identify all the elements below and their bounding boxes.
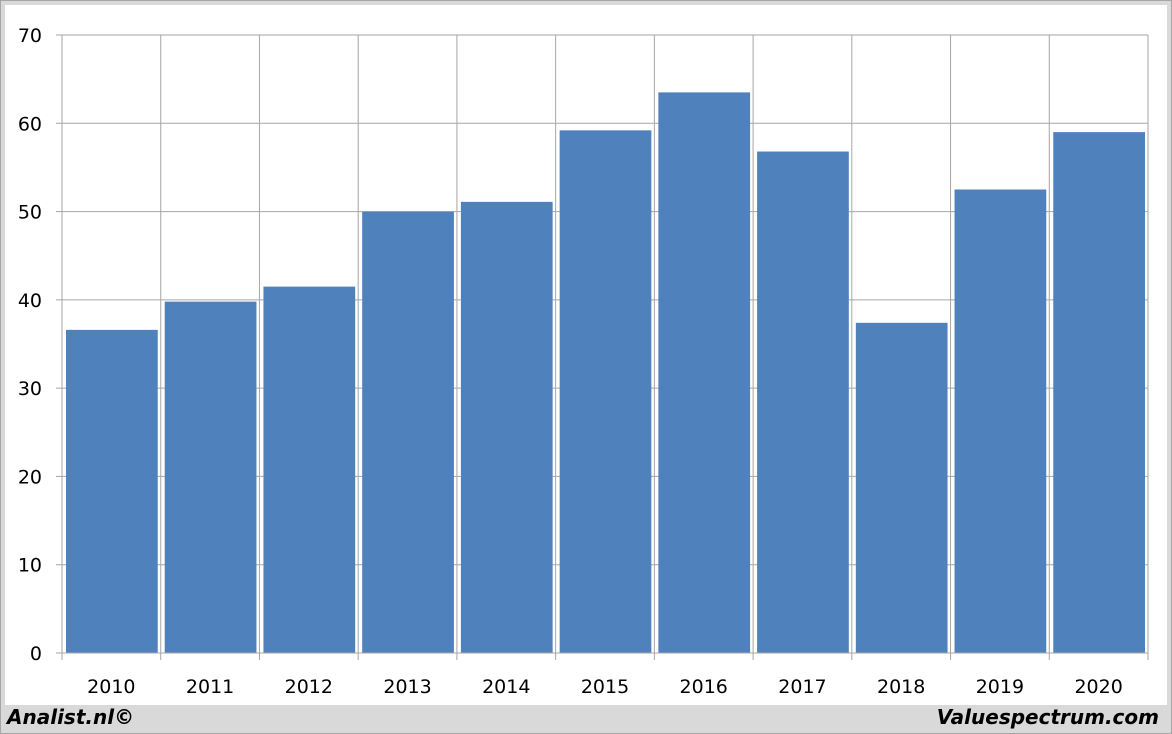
x-tick-label: 2012 <box>285 676 333 698</box>
x-tick-label: 2010 <box>87 676 135 698</box>
x-tick-label: 2014 <box>482 676 530 698</box>
x-tick-label: 2020 <box>1074 676 1122 698</box>
x-tick-label: 2015 <box>581 676 629 698</box>
bar-chart: 0 10 20 30 40 50 60 70 2010 2011 2012 2013 2014 2015 2… <box>18 25 1149 698</box>
x-tick-label: 2011 <box>186 676 234 698</box>
x-tick-label: 2019 <box>976 676 1024 698</box>
x-tick-label: 2016 <box>680 676 728 698</box>
source-credit-left: Analist.nl© <box>7 705 135 729</box>
y-tick-label: 70 <box>18 25 42 47</box>
bar-2010 <box>66 329 158 653</box>
source-credit-right: Valuespectrum.com <box>936 705 1159 729</box>
x-tick-label: 2018 <box>877 676 925 698</box>
bar-2015 <box>559 130 652 653</box>
bar-2014 <box>460 201 553 654</box>
y-tick-label: 30 <box>18 378 42 400</box>
y-tick-label: 60 <box>18 113 42 135</box>
plot-area: 0 10 20 30 40 50 60 70 2010 2011 2012 2013 2014 2015 2… <box>5 5 1167 705</box>
bar-2016 <box>658 92 751 653</box>
bar-2012 <box>263 286 356 653</box>
y-tick-label: 0 <box>30 643 42 665</box>
x-tick-label: 2013 <box>383 676 431 698</box>
y-tick-label: 40 <box>18 290 42 312</box>
y-tick-label: 10 <box>18 555 42 577</box>
bar-2011 <box>164 301 257 653</box>
y-tick-label: 50 <box>18 202 42 224</box>
bar-2013 <box>362 211 454 654</box>
x-tick-label: 2017 <box>778 676 826 698</box>
y-tick-label: 20 <box>18 466 42 488</box>
bar-2019 <box>954 189 1047 653</box>
bar-2017 <box>757 151 849 653</box>
bar-2020 <box>1053 132 1145 654</box>
bar-2018 <box>855 322 948 653</box>
